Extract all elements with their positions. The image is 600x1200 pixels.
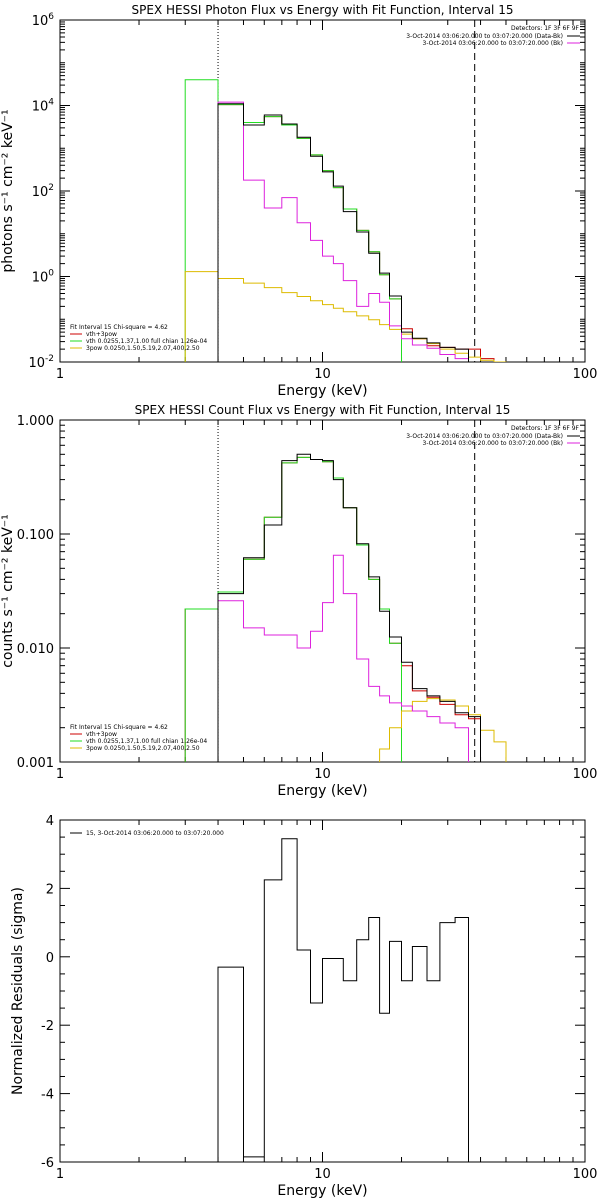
series-red xyxy=(217,104,507,362)
tick-base: 10 xyxy=(32,14,49,29)
y-axis-label: photons s⁻¹ cm⁻² keV⁻¹ xyxy=(0,109,16,272)
x-axis-label: Energy (keV) xyxy=(277,383,367,399)
tick-exponent: 2 xyxy=(48,183,54,193)
legend-entry: 3pow 0.0250,1.50,5.19,2.07,400,2.50 xyxy=(86,745,200,752)
series-yellow xyxy=(379,698,507,762)
legend-entry: vth+3pow xyxy=(86,331,117,338)
chart-panel-1: SPEX HESSI Photon Flux vs Energy with Fi… xyxy=(0,3,597,399)
y-tick-label: -2 xyxy=(41,1019,54,1034)
y-tick-label: 4 xyxy=(46,814,54,829)
series-magenta xyxy=(217,101,469,362)
tick-base: 10 xyxy=(32,271,49,286)
legend-entry: vth+3pow xyxy=(86,731,117,738)
series-black xyxy=(217,838,469,1162)
data-group xyxy=(217,838,469,1162)
series-black xyxy=(217,453,481,762)
y-tick-label: 0 xyxy=(46,951,54,966)
legend-entry: 3-Oct-2014 03:06:20.000 to 03:07:20.000 … xyxy=(406,433,563,440)
y-tick-label: 0.100 xyxy=(17,528,54,543)
y-tick-label: 102 xyxy=(32,183,54,200)
x-tick-label: 100 xyxy=(573,367,598,382)
plot-frame xyxy=(59,19,586,363)
series-red xyxy=(184,456,481,762)
legend-entry: 3-Oct-2014 03:06:20.000 to 03:07:20.000 … xyxy=(423,40,564,47)
x-axis-label: Energy (keV) xyxy=(277,783,367,799)
chart-panel-3: 1 10 100 Energy (keV) -6 -4 -2 0 2 4 Normalized Re… xyxy=(10,814,597,1199)
series-yellow xyxy=(184,271,507,362)
y-tick-label: -6 xyxy=(41,1156,54,1171)
y-tick-label: 2 xyxy=(46,882,54,897)
tick-base: 10 xyxy=(28,356,45,371)
y-tick-label: 0.001 xyxy=(17,756,54,771)
x-tick-label: 1 xyxy=(56,767,64,782)
data-group xyxy=(184,453,507,762)
series-black xyxy=(217,103,469,362)
y-tick-label: 104 xyxy=(32,98,55,115)
tick-exponent: 4 xyxy=(48,98,54,108)
tick-exponent: -2 xyxy=(45,354,54,364)
x-tick-label: 10 xyxy=(314,367,331,382)
y-tick-label: 100 xyxy=(32,269,55,286)
y-tick-label: 0.010 xyxy=(17,642,54,657)
series-magenta xyxy=(217,554,469,762)
legend-entry: vth 0.0255,1.37,1.00 full chian 1.26e-04 xyxy=(86,738,207,745)
chart-title: SPEX HESSI Count Flux vs Energy with Fit… xyxy=(135,403,511,417)
legend-detectors: Detectors: 1F 3F 6F 9F xyxy=(511,425,580,432)
legend-entry: 3-Oct-2014 03:06:20.000 to 03:07:20.000 … xyxy=(423,440,564,447)
y-tick-label: 10-2 xyxy=(28,354,54,371)
x-tick-label: 1 xyxy=(56,1167,64,1182)
x-axis-label: Energy (keV) xyxy=(277,1183,367,1199)
legend-entry: vth 0.0255,1.37,1.00 full chian 1.26e-04 xyxy=(86,338,207,345)
y-axis-label: counts s⁻¹ cm⁻² keV⁻¹ xyxy=(0,514,16,668)
y-tick-label: 1.000 xyxy=(17,414,54,429)
legend-entry: 3-Oct-2014 03:06:20.000 to 03:07:20.000 … xyxy=(406,33,563,40)
legend-fit-header: Fit Interval 15 Chi-square = 4.62 xyxy=(70,724,168,731)
x-tick-label: 10 xyxy=(314,767,331,782)
tick-base: 10 xyxy=(32,185,49,200)
legend-entry: 15, 3-Oct-2014 03:06:20.000 to 03:07:20.… xyxy=(86,830,224,837)
tick-exponent: 6 xyxy=(48,12,54,22)
x-tick-label: 10 xyxy=(314,1167,331,1182)
tick-exponent: 0 xyxy=(48,269,54,279)
chart-panel-2: SPEX HESSI Count Flux vs Energy with Fit… xyxy=(0,403,597,799)
y-tick-label: -4 xyxy=(41,1088,54,1103)
legend-fit-header: Fit Interval 15 Chi-square = 4.62 xyxy=(70,324,168,331)
data-group xyxy=(184,79,507,362)
chart-title: SPEX HESSI Photon Flux vs Energy with Fi… xyxy=(132,3,514,17)
y-tick-label: 106 xyxy=(32,12,55,29)
plot-frame xyxy=(59,419,586,763)
y-axis-label: Normalized Residuals (sigma) xyxy=(10,887,26,1095)
x-tick-label: 100 xyxy=(573,1167,598,1182)
tick-base: 10 xyxy=(32,100,49,115)
legend-detectors: Detectors: 1F 3F 6F 9F xyxy=(511,25,580,32)
legend-entry: 3pow 0.0250,1.50,5.19,2.07,400,2.50 xyxy=(86,345,200,352)
x-tick-label: 1 xyxy=(56,367,64,382)
x-tick-label: 100 xyxy=(573,767,598,782)
